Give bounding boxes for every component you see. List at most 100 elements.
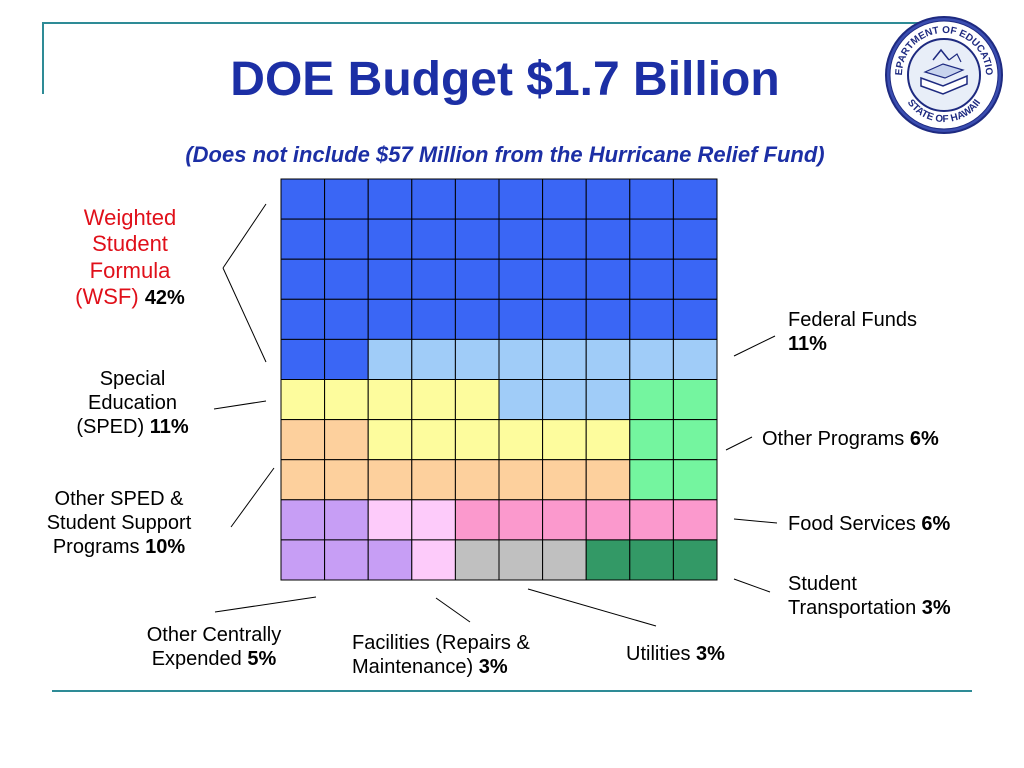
label-transportation-pct: 3% <box>921 597 951 619</box>
waffle-cell-federal <box>542 338 587 380</box>
leader-utilities <box>527 588 657 627</box>
waffle-cell-wsf <box>324 258 369 300</box>
label-wsf-line3: Formula <box>89 257 171 283</box>
label-transportation-line2: Transportation <box>788 597 917 619</box>
waffle-cell-federal <box>585 379 631 421</box>
waffle-cell-wsf <box>629 178 674 220</box>
label-wsf-line4: (WSF) <box>75 284 139 310</box>
label-sped: Special Education (SPED) 11% <box>40 367 225 439</box>
waffle-cell-other-sped <box>411 459 456 501</box>
waffle-cell-utilities <box>454 539 500 581</box>
waffle-cell-wsf <box>367 218 413 260</box>
waffle-cell-federal <box>629 338 674 380</box>
waffle-cell-wsf <box>672 218 718 260</box>
label-other-programs-line1: Other Programs <box>762 428 905 450</box>
waffle-cell-wsf <box>585 178 631 220</box>
waffle-cell-federal <box>367 338 413 380</box>
waffle-cell-sped <box>280 379 326 421</box>
label-facilities: Facilities (Repairs & Maintenance) 3% <box>352 631 602 679</box>
waffle-cell-wsf <box>542 298 587 340</box>
label-centrally-line2: Expended <box>151 648 242 670</box>
waffle-cell-centrally-expended <box>324 499 369 541</box>
waffle-cell-wsf <box>280 258 326 300</box>
waffle-cell-wsf <box>542 178 587 220</box>
waffle-cell-wsf <box>629 298 674 340</box>
label-wsf: Weighted Student Formula (WSF) 42% <box>40 205 220 311</box>
waffle-cell-wsf <box>411 258 456 300</box>
label-sped-line2: Education <box>88 392 177 414</box>
leader-sped <box>213 400 267 410</box>
waffle-cell-wsf <box>629 258 674 300</box>
waffle-cell-food-services <box>454 499 500 541</box>
waffle-cell-sped <box>454 379 500 421</box>
waffle-cell-wsf <box>498 298 544 340</box>
label-food: Food Services 6% <box>788 512 1018 536</box>
label-other-sped: Other SPED & Student Support Programs 10… <box>14 487 224 559</box>
waffle-cell-other-programs <box>629 379 674 421</box>
label-sped-line3: (SPED) <box>76 416 145 438</box>
label-other-sped-line3: Programs <box>52 536 140 558</box>
label-sped-pct: 11% <box>149 416 189 438</box>
waffle-cell-facilities <box>411 499 456 541</box>
waffle-cell-wsf <box>324 178 369 220</box>
waffle-cell-sped <box>585 419 631 461</box>
waffle-cell-wsf <box>454 178 500 220</box>
waffle-cell-sped <box>367 419 413 461</box>
waffle-cell-facilities <box>367 499 413 541</box>
waffle-cell-food-services <box>498 499 544 541</box>
label-facilities-pct: 3% <box>478 656 508 678</box>
leader-other-programs <box>725 436 753 451</box>
waffle-cell-wsf <box>672 178 718 220</box>
waffle-cell-food-services <box>672 499 718 541</box>
waffle-cell-other-sped <box>367 459 413 501</box>
waffle-cell-other-sped <box>542 459 587 501</box>
label-wsf-line1: Weighted <box>83 205 177 230</box>
waffle-cell-wsf <box>411 298 456 340</box>
label-other-sped-line1: Other SPED & <box>54 488 184 510</box>
page-title: DOE Budget $1.7 Billion <box>230 53 780 106</box>
label-centrally-pct: 5% <box>247 648 277 670</box>
leader-other-sped <box>230 467 275 528</box>
label-facilities-line1: Facilities (Repairs & <box>352 632 530 654</box>
waffle-cell-wsf <box>672 258 718 300</box>
waffle-cell-wsf <box>542 258 587 300</box>
waffle-cell-other-programs <box>672 379 718 421</box>
label-federal: Federal Funds 11% <box>788 308 988 356</box>
label-utilities: Utilities 3% <box>626 642 776 666</box>
waffle-cell-wsf <box>324 218 369 260</box>
waffle-cell-wsf <box>367 178 413 220</box>
waffle-cell-wsf <box>280 298 326 340</box>
left-divider-line <box>42 22 44 94</box>
waffle-cell-other-programs <box>672 419 718 461</box>
waffle-cell-other-sped <box>280 419 326 461</box>
waffle-cell-sped <box>454 419 500 461</box>
label-centrally-line1: Other Centrally <box>146 624 282 646</box>
waffle-cell-facilities <box>411 539 456 581</box>
waffle-cell-other-sped <box>585 459 631 501</box>
waffle-cell-federal <box>585 338 631 380</box>
waffle-cell-sped <box>324 379 369 421</box>
label-wsf-line2: Student <box>92 231 168 257</box>
waffle-cell-wsf <box>367 258 413 300</box>
label-other-programs: Other Programs 6% <box>762 427 1012 451</box>
waffle-cell-other-sped <box>498 459 544 501</box>
waffle-cell-wsf <box>454 258 500 300</box>
waffle-cell-wsf <box>280 178 326 220</box>
bottom-divider-line <box>52 690 972 692</box>
leader-centrally <box>214 596 317 613</box>
waffle-cell-other-sped <box>324 459 369 501</box>
department-of-education-seal: DEPARTMENT OF EDUCATION STATE OF HAWAII <box>883 14 1003 134</box>
label-centrally: Other Centrally Expended 5% <box>114 623 314 671</box>
label-other-sped-line2: Student Support <box>46 512 192 534</box>
waffle-cell-sped <box>411 379 456 421</box>
waffle-cell-wsf <box>542 218 587 260</box>
waffle-cell-wsf <box>672 298 718 340</box>
leader-lines <box>213 203 778 627</box>
waffle-cell-federal <box>411 338 456 380</box>
waffle-cell-centrally-expended <box>324 539 369 581</box>
waffle-cell-wsf <box>629 218 674 260</box>
waffle-cell-food-services <box>629 499 674 541</box>
waffle-cell-utilities <box>542 539 587 581</box>
waffle-cell-sped <box>542 419 587 461</box>
